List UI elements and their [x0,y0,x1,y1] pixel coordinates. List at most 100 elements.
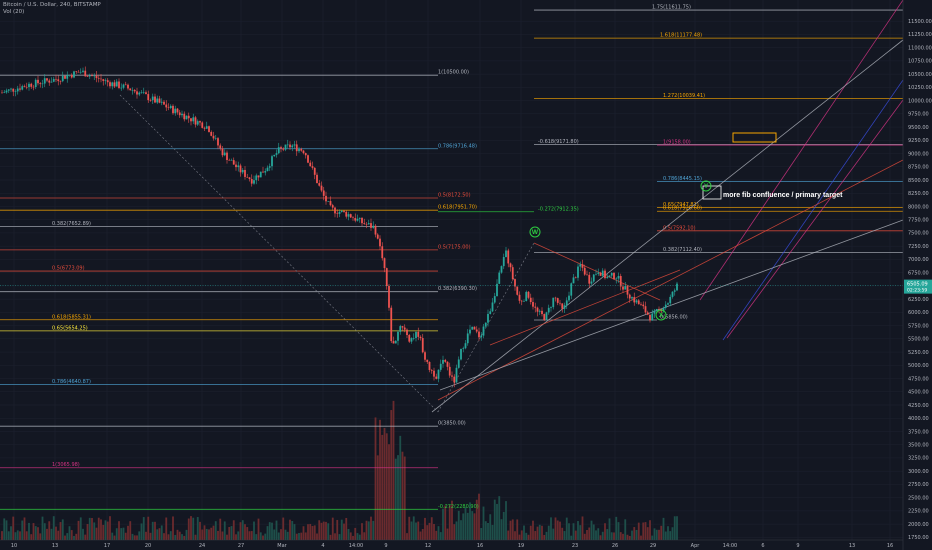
volume-bar [203,525,206,540]
candle-body [271,156,273,167]
volume-bar [19,531,21,540]
trend-channels [119,0,904,413]
volume-bar [545,531,548,540]
candle-body [565,300,568,306]
volume-bar [649,520,651,540]
volume-bar [338,534,341,540]
candle-body [631,297,633,299]
candle-body [523,300,525,302]
candle-body [480,335,483,338]
candle-body [536,307,539,312]
candle-body [637,300,640,305]
candle-body [295,144,298,152]
candle-body [601,270,604,276]
volume-bar [529,525,532,540]
volume-bar [75,533,78,540]
volume-bar [115,528,118,540]
time-tick-label: 6 [761,543,764,549]
candle-body [262,171,264,173]
volume-bar [138,531,141,540]
volume-bar [133,535,136,540]
candle-body [30,83,33,87]
candle-body [154,96,156,103]
price-tick-label: 5000.00 [908,363,929,369]
volume-bar [244,524,246,540]
time-axis[interactable]: 10 13 17 20 24 27 Mar 4 14:00 9 12 16 19 23 26 29 Apr 14:… [0,539,903,549]
time-tick-label: 13 [52,543,58,549]
candle-body [214,138,217,139]
price-tick-label: 7250.00 [908,244,929,250]
candle-body [52,78,55,82]
candle-body [268,166,271,168]
volume-bar [302,526,305,540]
volume-bar [88,517,91,540]
volume-bar [471,511,474,540]
candle-body [201,122,204,128]
volume-bar [307,524,309,540]
volume-bar [122,527,125,540]
candle-body [3,92,6,93]
volume-bar [295,533,298,540]
candle-body [617,276,620,279]
volume-bar [187,518,190,540]
candle-body [309,162,312,167]
candle-body [183,113,186,120]
candle-body [115,81,118,87]
candle-body [457,359,460,368]
price-tick-label: 8500.00 [908,178,929,184]
candle-body [574,277,577,279]
volume-bar [84,534,87,540]
volume-bar [568,523,570,540]
candle-body [61,75,64,82]
volume-bar [646,527,649,540]
candle-body [57,79,60,82]
candle-body [322,190,325,196]
volume-bar [266,526,269,540]
volume-bar [46,528,48,540]
candle-body [235,164,237,168]
candle-body [138,92,141,95]
candle-body [230,160,233,161]
candle-body [370,223,372,228]
volume-bar [16,530,19,540]
volume-bar [340,519,343,540]
candle-body [538,310,541,312]
fib-level-label: 0.786(4640.87) [52,379,91,385]
candle-body [615,278,618,280]
volume-bar [599,535,602,540]
candle-body [448,366,451,376]
fib-level-label: 0.382(7652.89) [52,221,91,227]
volume-bar [354,527,357,540]
volume-bar [248,531,251,540]
wave-marker-label: Y [704,183,709,190]
volume-bar [192,517,195,540]
candle-body [347,214,350,217]
volume-bars [1,400,678,540]
wave-marker-circle [700,180,712,192]
candle-body [563,305,566,309]
time-tick-label: 14:00 [349,543,363,549]
candle-body [655,308,658,311]
volume-bar [622,533,624,540]
price-tick-label: 5250.00 [908,350,929,356]
volume-bar [502,511,505,540]
volume-bar [313,525,316,540]
volume-bar [388,444,390,540]
candle-body [208,126,210,132]
volume-bar [250,531,253,540]
candle-body [676,283,678,291]
candle-body [16,88,19,92]
volume-bar [3,518,6,540]
candle-body [489,311,492,314]
candle-body [610,272,613,276]
candle-body [403,327,406,330]
candle-body [217,138,219,146]
candle-body [226,152,228,160]
price-tick-label: 6250.00 [908,297,929,303]
candle-body [361,217,363,224]
volume-bar [552,528,555,540]
candle-body [428,361,431,370]
volume-bar [136,535,138,540]
